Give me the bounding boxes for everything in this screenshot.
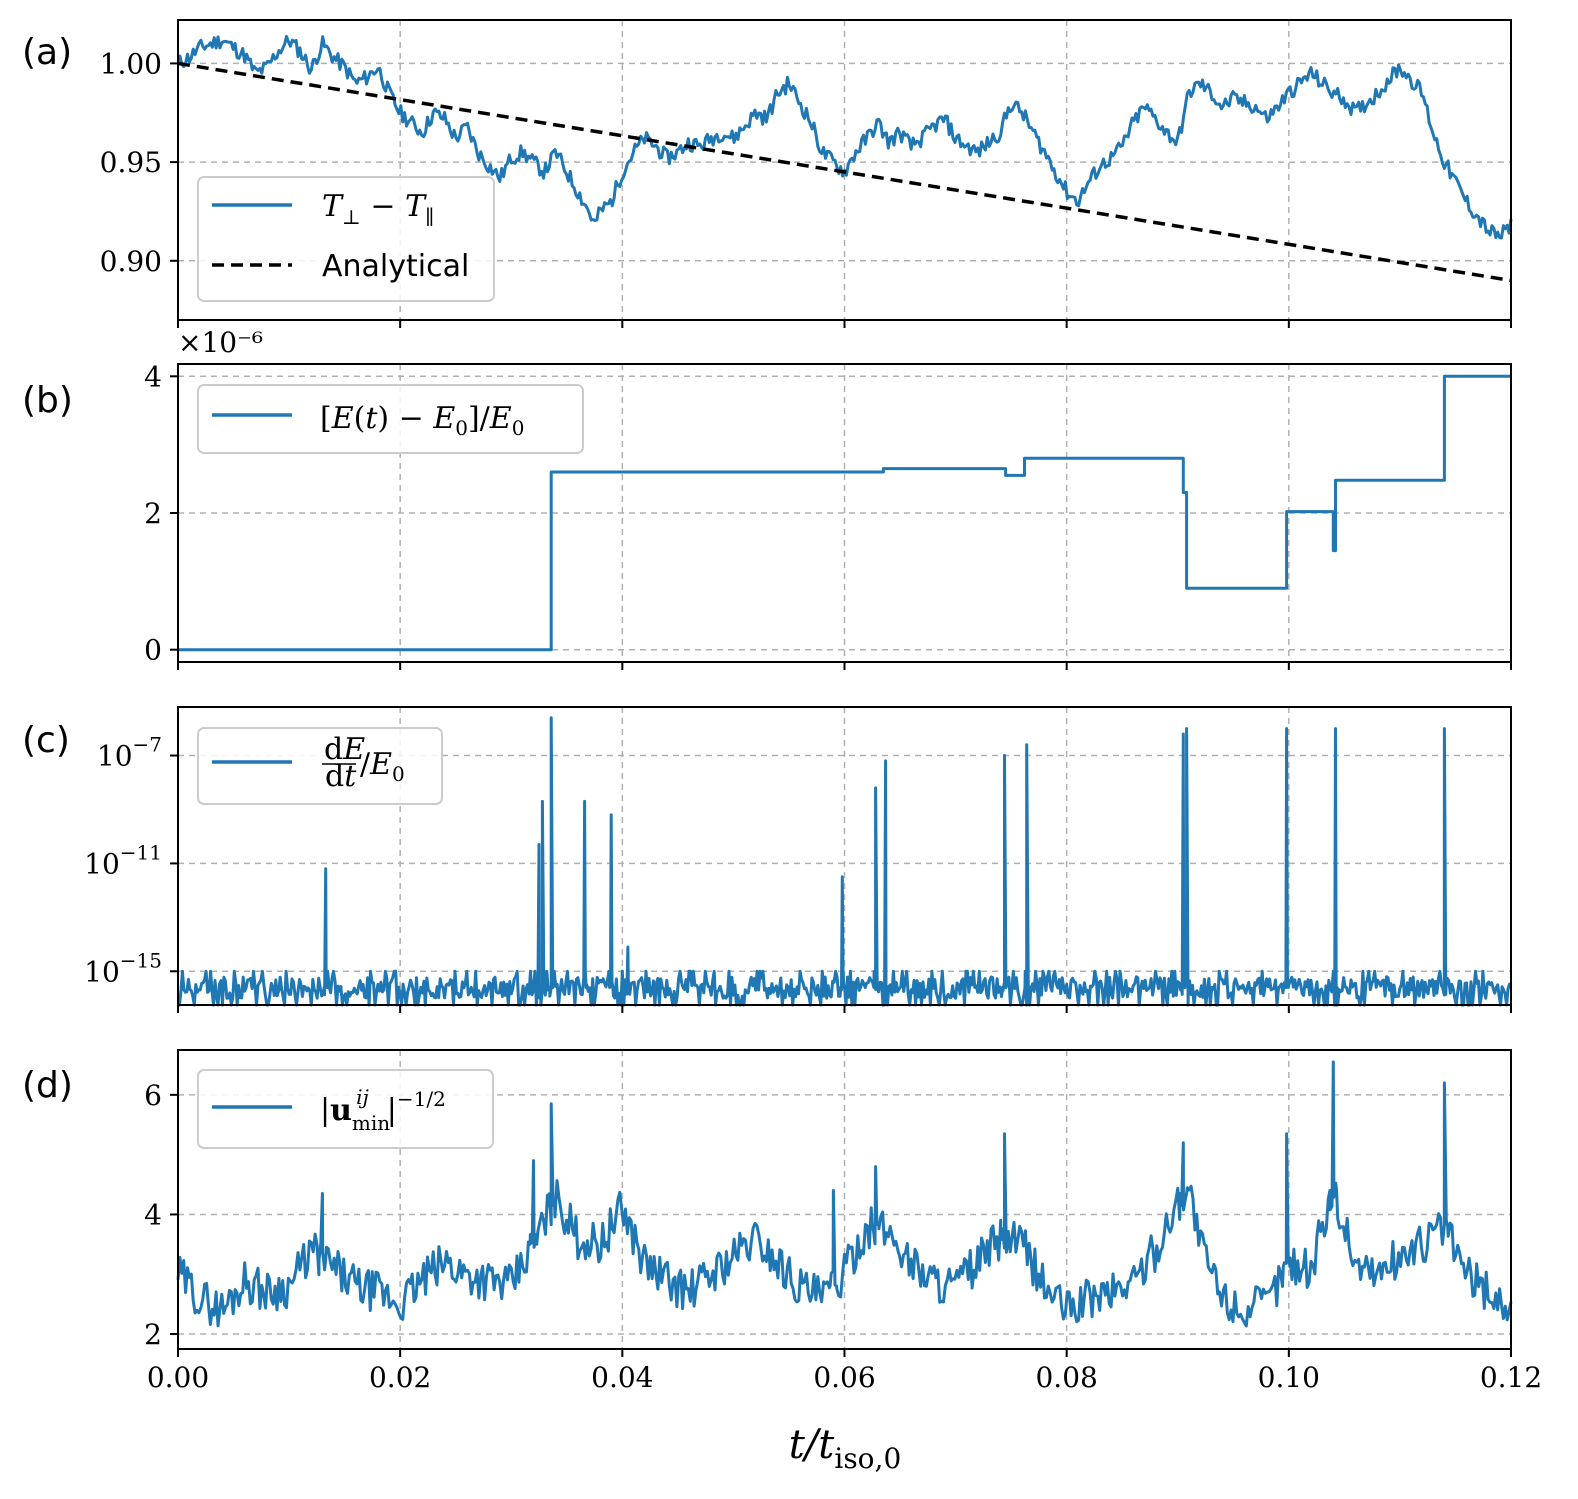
legend-b: [E(t) − E0]/E0 <box>197 384 584 454</box>
legend-a: T⊥ − T∥ Analytical <box>197 176 495 302</box>
series-2-0 <box>178 716 1513 1007</box>
ytick-label-1-0: 0 <box>144 634 162 667</box>
ytick-label-3-0: 2 <box>144 1318 162 1351</box>
series-0-1 <box>177 61 1512 283</box>
panel-label-d: (d) <box>22 1065 73 1106</box>
xtick-label-2: 0.04 <box>591 1361 653 1394</box>
series-3-0 <box>176 1060 1513 1328</box>
x-axis-label: t/tiso,0 <box>789 1422 902 1475</box>
xtick-label-5: 0.10 <box>1258 1361 1320 1394</box>
ytick-label-3-2: 6 <box>144 1079 162 1112</box>
ytick-label-3-1: 4 <box>144 1198 162 1231</box>
panel-label-c: (c) <box>22 720 70 761</box>
legend-b-label: [E(t) − E0]/E0 <box>320 401 524 440</box>
xtick-label-4: 0.08 <box>1035 1361 1097 1394</box>
xtick-label-6: 0.12 <box>1480 1361 1542 1394</box>
legend-c: dE dt /E0 <box>197 727 443 805</box>
panel-label-a: (a) <box>22 32 72 73</box>
offset-text-b: ×10⁻⁶ <box>178 326 263 359</box>
xtick-label-3: 0.06 <box>813 1361 875 1394</box>
series-1-0 <box>178 374 1511 652</box>
xtick-label-1: 0.02 <box>369 1361 431 1394</box>
ytick-label-0-0: 0.90 <box>100 245 162 278</box>
legend-a-series1-label: T⊥ − T∥ <box>322 189 434 229</box>
svg-text:dE: dE <box>324 732 365 767</box>
panel-1: 0 2 4 ×10⁻⁶ <box>144 326 1512 670</box>
ytick-label-2-2: 10−7 <box>97 733 162 773</box>
ytick-label-0-1: 0.95 <box>100 146 162 179</box>
panel-0: 0.90 0.95 1.00 <box>100 19 1513 328</box>
ytick-label-0-2: 1.00 <box>100 47 162 80</box>
legend-d: |uminij |−1/2 <box>197 1069 494 1149</box>
ytick-label-2-0: 10−15 <box>84 948 162 988</box>
svg-text:dt: dt <box>325 759 357 794</box>
legend-a-series2-label: Analytical <box>322 249 469 284</box>
xtick-label-0: 0.00 <box>147 1361 209 1394</box>
panel-label-b: (b) <box>22 380 73 421</box>
ytick-label-1-2: 4 <box>144 360 162 393</box>
ytick-label-2-1: 10−11 <box>84 840 162 880</box>
ytick-label-1-1: 2 <box>144 497 162 530</box>
